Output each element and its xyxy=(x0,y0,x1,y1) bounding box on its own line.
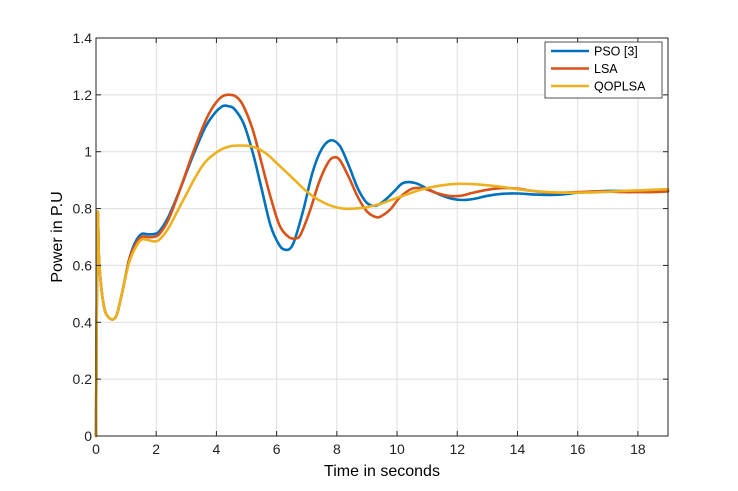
y-tick-label: 0.6 xyxy=(73,257,93,273)
series-line xyxy=(94,144,670,438)
y-tick-label: 0 xyxy=(84,428,92,444)
legend-label: PSO [3] xyxy=(594,45,638,59)
series-layer xyxy=(94,93,670,438)
y-tick-label: 1 xyxy=(84,144,92,160)
grid-lines xyxy=(96,37,668,436)
plot-background xyxy=(96,38,668,436)
y-tick-label: 1.2 xyxy=(73,87,93,103)
plot-frame xyxy=(95,37,669,437)
axis-ticks: 0 2 4 6 8 10 12 14 16 18 0 0.2 0.4 0.6 0.8 1 1.2 1.4 xyxy=(73,30,668,457)
x-tick-label: 10 xyxy=(389,441,405,457)
x-axis-label: Time in seconds xyxy=(324,463,440,480)
x-tick-label: 12 xyxy=(449,441,465,457)
legend: PSO [3] LSA QOPLSA xyxy=(544,41,663,99)
x-tick-label: 2 xyxy=(152,441,160,457)
x-tick-label: 18 xyxy=(630,441,646,457)
y-tick-label: 0.8 xyxy=(73,201,93,217)
y-tick-label: 0.2 xyxy=(73,371,93,387)
x-tick-label: 8 xyxy=(333,441,341,457)
x-tick-label: 16 xyxy=(570,441,586,457)
y-axis-label: Power in P.U xyxy=(49,191,66,282)
legend-box xyxy=(544,41,663,99)
legend-label: LSA xyxy=(594,62,618,76)
legend-label: QOPLSA xyxy=(594,80,646,94)
x-tick-label: 14 xyxy=(510,441,526,457)
x-tick-label: 6 xyxy=(273,441,281,457)
x-tick-label: 0 xyxy=(92,441,100,457)
y-tick-label: 1.4 xyxy=(73,30,93,46)
y-tick-label: 0.4 xyxy=(73,314,93,330)
x-tick-label: 4 xyxy=(213,441,221,457)
